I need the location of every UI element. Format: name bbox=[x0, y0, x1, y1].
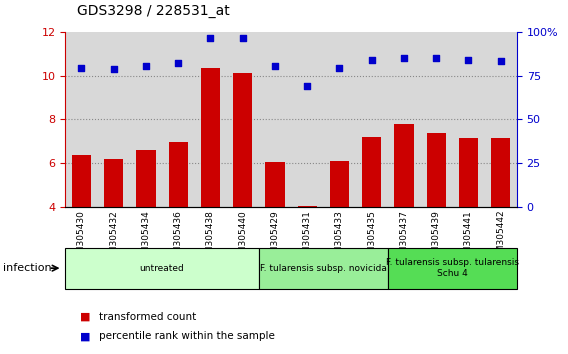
Bar bbox=[169, 142, 188, 207]
Text: percentile rank within the sample: percentile rank within the sample bbox=[99, 331, 275, 341]
Bar bbox=[427, 133, 446, 207]
Point bbox=[270, 63, 279, 69]
Text: ■: ■ bbox=[80, 312, 90, 322]
Bar bbox=[459, 138, 478, 207]
Bar bbox=[356, 32, 388, 207]
Text: transformed count: transformed count bbox=[99, 312, 197, 322]
Point bbox=[399, 55, 408, 61]
Bar bbox=[323, 32, 356, 207]
Point bbox=[174, 60, 183, 65]
Point bbox=[206, 36, 215, 41]
Text: untreated: untreated bbox=[140, 264, 185, 273]
Bar bbox=[420, 32, 452, 207]
Bar bbox=[362, 137, 382, 207]
Point bbox=[367, 57, 376, 63]
Text: F. tularensis subsp. novicida: F. tularensis subsp. novicida bbox=[260, 264, 387, 273]
Point bbox=[335, 65, 344, 71]
Bar bbox=[298, 206, 317, 207]
Point bbox=[109, 66, 118, 72]
Bar bbox=[130, 32, 162, 207]
Bar bbox=[233, 74, 252, 207]
Bar bbox=[72, 154, 91, 207]
Bar bbox=[201, 68, 220, 207]
Bar bbox=[291, 32, 323, 207]
Bar bbox=[104, 159, 123, 207]
Point bbox=[141, 63, 151, 69]
Bar bbox=[194, 32, 227, 207]
Bar bbox=[394, 124, 414, 207]
Bar bbox=[388, 32, 420, 207]
Point bbox=[303, 83, 312, 88]
Point bbox=[464, 57, 473, 63]
Text: F. tularensis subsp. tularensis
Schu 4: F. tularensis subsp. tularensis Schu 4 bbox=[386, 258, 519, 278]
Bar bbox=[491, 138, 511, 207]
Point bbox=[496, 59, 506, 64]
Text: ■: ■ bbox=[80, 331, 90, 341]
Point bbox=[77, 65, 86, 71]
Bar bbox=[98, 32, 130, 207]
Bar bbox=[259, 32, 291, 207]
Point bbox=[238, 36, 247, 41]
Bar bbox=[485, 32, 517, 207]
Bar bbox=[227, 32, 259, 207]
Bar bbox=[136, 150, 156, 207]
Bar bbox=[330, 161, 349, 207]
Text: GDS3298 / 228531_at: GDS3298 / 228531_at bbox=[77, 4, 229, 18]
Text: infection: infection bbox=[3, 263, 52, 273]
Bar bbox=[65, 32, 98, 207]
Bar bbox=[452, 32, 485, 207]
Bar bbox=[265, 162, 285, 207]
Point bbox=[432, 55, 441, 61]
Bar bbox=[162, 32, 194, 207]
